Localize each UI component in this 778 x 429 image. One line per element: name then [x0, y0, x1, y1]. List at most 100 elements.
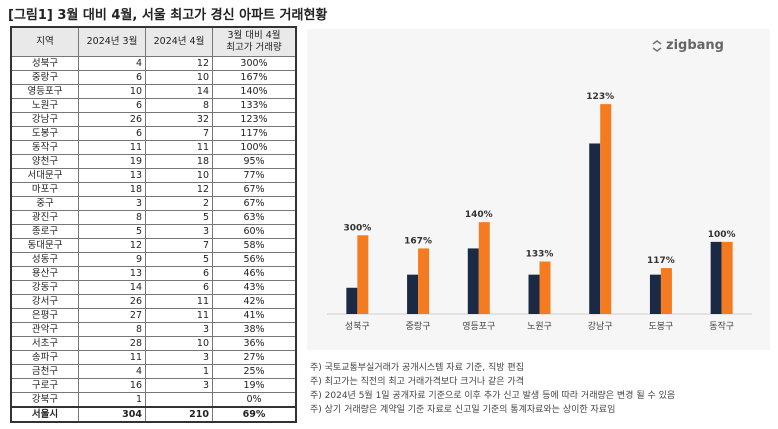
region-cell: 노원구 — [10, 98, 79, 113]
region-cell: 성동구 — [10, 252, 79, 267]
march-cell: 6 — [78, 70, 146, 85]
x-tick-label: 강남구 — [588, 321, 613, 332]
bar-chart: 300% 성북구 167% 중랑구 140% 영등포구 133% 노원구 123% 강남구 117%… — [327, 92, 752, 332]
ratio-cell: 42% — [212, 294, 297, 309]
march-cell: 12 — [78, 238, 146, 253]
march-cell: 6 — [78, 126, 146, 141]
data-table: 지역 2024년 3월 2024년 4월 3월 대비 4월 최고가 거래량 성북구… — [10, 26, 297, 423]
region-cell: 용산구 — [10, 266, 79, 281]
april-cell: 6 — [145, 280, 213, 295]
march-cell: 26 — [78, 112, 146, 127]
data-label: 167% — [404, 236, 432, 246]
april-cell: 10 — [145, 70, 213, 85]
data-label: 100% — [708, 230, 736, 240]
april-cell: 11 — [145, 294, 213, 309]
region-cell: 서초구 — [10, 336, 79, 351]
footnote: 주) 최고가는 직전의 최고 거래가격보다 크거나 같은 가격 — [310, 377, 524, 387]
table-row: 강서구 26 11 42% — [10, 294, 297, 309]
col-header-march: 2024년 3월 — [78, 26, 146, 57]
april-cell: 2 — [145, 196, 213, 211]
march-cell: 9 — [78, 252, 146, 267]
march-cell: 27 — [78, 308, 146, 323]
bar-april — [600, 104, 612, 314]
table-header-row: 지역 2024년 3월 2024년 4월 3월 대비 4월 최고가 거래량 — [10, 26, 297, 57]
zigbang-logo: zigbang — [651, 38, 724, 53]
table-row: 중구 3 2 67% — [10, 196, 297, 211]
april-cell: 3 — [145, 378, 213, 393]
bar-march — [407, 274, 419, 314]
region-cell: 영등포구 — [10, 84, 79, 99]
region-cell: 양천구 — [10, 154, 79, 169]
logo-text: zigbang — [666, 38, 724, 53]
data-label: 140% — [465, 210, 493, 220]
x-tick-label: 영등포구 — [462, 321, 495, 332]
table-row: 성동구 9 5 56% — [10, 252, 297, 267]
ratio-cell: 77% — [212, 168, 297, 183]
bar-march — [589, 143, 601, 314]
bar-april — [478, 222, 490, 314]
region-cell: 종로구 — [10, 224, 79, 239]
march-cell: 1 — [78, 392, 146, 408]
april-cell: 11 — [145, 308, 213, 323]
footnote: 주) 상기 거래량은 계약일 기준 자료로 신고일 기준의 통계자료와는 상이한… — [310, 405, 616, 415]
march-cell: 14 — [78, 280, 146, 295]
bar-april — [539, 261, 551, 314]
april-cell: 7 — [145, 126, 213, 141]
table-row: 도봉구 6 7 117% — [10, 126, 297, 141]
footnote: 주) 국토교통부실거래가 공개시스템 자료 기준, 직방 편집 — [310, 363, 524, 373]
table-row: 송파구 11 3 27% — [10, 350, 297, 365]
region-cell: 금천구 — [10, 364, 79, 379]
april-cell: 3 — [145, 322, 213, 337]
ratio-cell: 67% — [212, 182, 297, 197]
region-cell: 광진구 — [10, 210, 79, 225]
region-cell: 동대문구 — [10, 238, 79, 253]
march-cell: 8 — [78, 210, 146, 225]
data-label: 117% — [647, 256, 675, 266]
table-row: 강동구 14 6 43% — [10, 280, 297, 295]
ratio-cell: 140% — [212, 84, 297, 99]
region-cell: 도봉구 — [10, 126, 79, 141]
ratio-cell: 19% — [212, 378, 297, 393]
march-cell: 6 — [78, 98, 146, 113]
march-cell: 26 — [78, 294, 146, 309]
ratio-cell: 95% — [212, 154, 297, 169]
ratio-cell: 60% — [212, 224, 297, 239]
table-row: 구로구 16 3 19% — [10, 378, 297, 393]
region-cell: 서대문구 — [10, 168, 79, 183]
april-cell: 11 — [145, 140, 213, 155]
table-row: 영등포구 10 14 140% — [10, 84, 297, 99]
april-cell: 7 — [145, 238, 213, 253]
march-cell: 4 — [78, 364, 146, 379]
table-row: 노원구 6 8 133% — [10, 98, 297, 113]
ratio-cell: 100% — [212, 140, 297, 155]
april-cell — [145, 392, 213, 408]
bar-march — [710, 241, 722, 314]
march-cell: 5 — [78, 224, 146, 239]
march-cell: 11 — [78, 140, 146, 155]
table-row: 양천구 19 18 95% — [10, 154, 297, 169]
april-cell: 3 — [145, 350, 213, 365]
april-cell: 12 — [145, 182, 213, 197]
region-cell: 동작구 — [10, 140, 79, 155]
region-cell: 성북구 — [10, 56, 79, 71]
region-cell: 강남구 — [10, 112, 79, 127]
data-label: 123% — [586, 92, 614, 102]
x-tick-label: 도봉구 — [649, 321, 674, 332]
bar-april — [357, 235, 369, 314]
march-cell: 13 — [78, 168, 146, 183]
table-row: 서초구 28 10 36% — [10, 336, 297, 351]
ratio-cell: 56% — [212, 252, 297, 267]
footnote: 주) 2024년 5월 1일 공개자료 기준으로 이후 추가 신고 발생 등에 … — [310, 391, 676, 401]
bar-march — [649, 274, 661, 314]
x-tick-label: 중랑구 — [406, 320, 431, 332]
table-row: 동대문구 12 7 58% — [10, 238, 297, 253]
march-cell: 4 — [78, 56, 146, 71]
region-cell: 구로구 — [10, 378, 79, 393]
april-cell: 5 — [145, 252, 213, 267]
region-cell: 강서구 — [10, 294, 79, 309]
bar-april — [721, 241, 733, 314]
table-row: 관악구 8 3 38% — [10, 322, 297, 337]
x-tick-label: 동작구 — [709, 321, 734, 332]
region-cell: 마포구 — [10, 182, 79, 197]
march-cell: 18 — [78, 182, 146, 197]
